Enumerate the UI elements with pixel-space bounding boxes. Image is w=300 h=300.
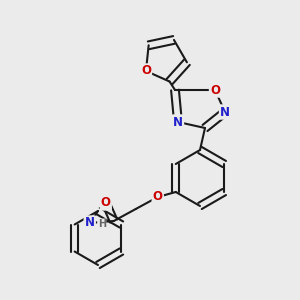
Text: O: O	[141, 64, 151, 77]
Text: N: N	[85, 217, 95, 230]
Text: O: O	[101, 196, 111, 209]
Text: N: N	[173, 116, 183, 128]
Text: H: H	[98, 219, 106, 229]
Text: N: N	[220, 106, 230, 118]
Text: O: O	[153, 190, 163, 203]
Text: O: O	[210, 83, 220, 97]
